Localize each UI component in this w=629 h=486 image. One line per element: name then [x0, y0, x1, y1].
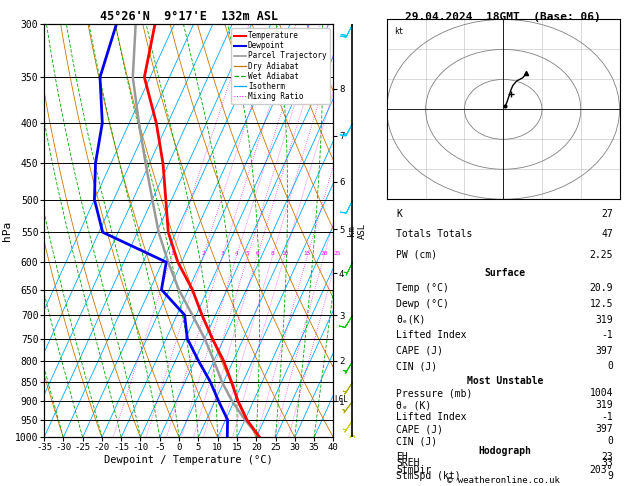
Text: 29.04.2024  18GMT  (Base: 06): 29.04.2024 18GMT (Base: 06)	[405, 12, 601, 22]
Text: θₑ (K): θₑ (K)	[396, 400, 431, 410]
Text: StmSpd (kt): StmSpd (kt)	[396, 470, 461, 481]
Text: kt: kt	[394, 27, 404, 36]
Text: 319: 319	[596, 314, 613, 325]
Text: EH: EH	[396, 452, 408, 462]
Text: 5: 5	[246, 251, 250, 256]
Text: 8: 8	[270, 251, 274, 256]
Text: Dewp (°C): Dewp (°C)	[396, 299, 449, 309]
Text: 12.5: 12.5	[590, 299, 613, 309]
Text: 319: 319	[596, 400, 613, 410]
Text: 10: 10	[281, 251, 288, 256]
Text: θₑ(K): θₑ(K)	[396, 314, 426, 325]
Text: 203°: 203°	[590, 465, 613, 474]
Text: PW (cm): PW (cm)	[396, 250, 437, 260]
Text: CIN (J): CIN (J)	[396, 362, 437, 371]
Text: 6: 6	[255, 251, 259, 256]
Text: Pressure (mb): Pressure (mb)	[396, 388, 472, 398]
Text: © weatheronline.co.uk: © weatheronline.co.uk	[447, 476, 560, 485]
Text: Surface: Surface	[484, 268, 525, 278]
X-axis label: Dewpoint / Temperature (°C): Dewpoint / Temperature (°C)	[104, 455, 273, 465]
Text: SREH: SREH	[396, 458, 420, 469]
Text: Temp (°C): Temp (°C)	[396, 283, 449, 294]
Text: Lifted Index: Lifted Index	[396, 412, 467, 422]
Text: StmDir: StmDir	[396, 465, 431, 474]
Text: 47: 47	[601, 229, 613, 240]
Text: 27: 27	[601, 209, 613, 219]
Text: 2.25: 2.25	[590, 250, 613, 260]
Text: Most Unstable: Most Unstable	[467, 376, 543, 386]
Text: 3: 3	[220, 251, 224, 256]
Text: 4: 4	[235, 251, 238, 256]
Y-axis label: km
ASL: km ASL	[347, 223, 367, 239]
Text: 1004: 1004	[590, 388, 613, 398]
Text: CAPE (J): CAPE (J)	[396, 424, 443, 434]
Text: LCL: LCL	[334, 395, 348, 404]
Text: 15: 15	[304, 251, 311, 256]
Text: -1: -1	[601, 412, 613, 422]
Text: Lifted Index: Lifted Index	[396, 330, 467, 340]
Text: 397: 397	[596, 346, 613, 356]
Text: 25: 25	[333, 251, 341, 256]
Text: CIN (J): CIN (J)	[396, 436, 437, 446]
Text: Totals Totals: Totals Totals	[396, 229, 472, 240]
Text: 397: 397	[596, 424, 613, 434]
Text: Hodograph: Hodograph	[478, 446, 532, 456]
Text: 0: 0	[608, 436, 613, 446]
Text: CAPE (J): CAPE (J)	[396, 346, 443, 356]
Title: 45°26'N  9°17'E  132m ASL: 45°26'N 9°17'E 132m ASL	[99, 10, 278, 23]
Text: K: K	[396, 209, 402, 219]
Text: 0: 0	[608, 362, 613, 371]
Text: 9: 9	[608, 470, 613, 481]
Y-axis label: hPa: hPa	[2, 221, 12, 241]
Legend: Temperature, Dewpoint, Parcel Trajectory, Dry Adiabat, Wet Adiabat, Isotherm, Mi: Temperature, Dewpoint, Parcel Trajectory…	[231, 28, 330, 104]
Text: -1: -1	[601, 330, 613, 340]
Text: 23: 23	[601, 452, 613, 462]
Text: 20.9: 20.9	[590, 283, 613, 294]
Text: 33: 33	[601, 458, 613, 469]
Text: 20: 20	[320, 251, 328, 256]
Text: 1: 1	[170, 251, 174, 256]
Text: 2: 2	[201, 251, 205, 256]
